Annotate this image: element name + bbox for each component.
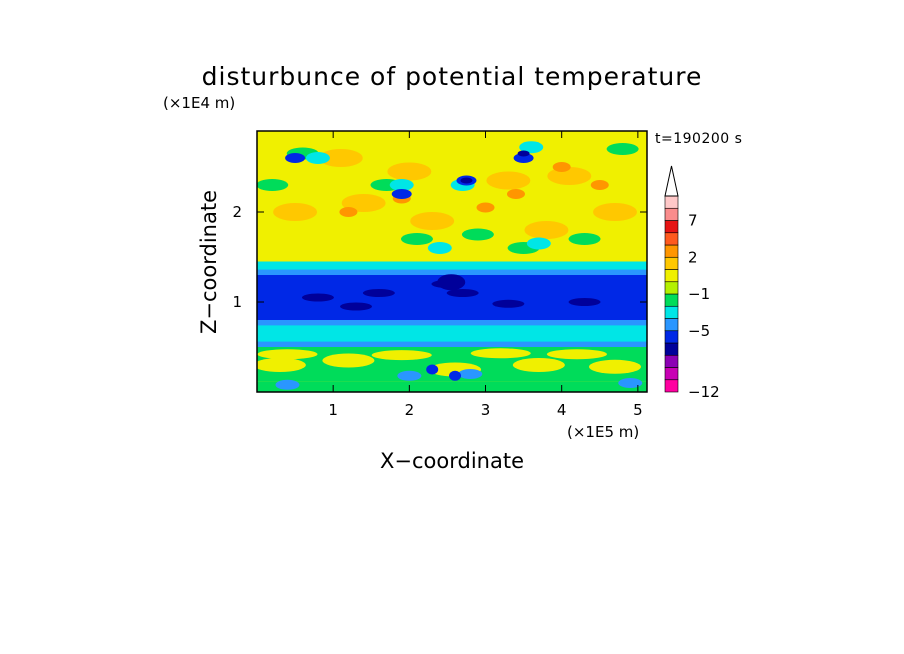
colorbar-tick-label: 7 [688,212,698,230]
colorbar-swatch [664,354,679,368]
colorbar-swatch [664,367,679,381]
colorbar-swatch [664,195,679,209]
field-upper-orange-patch [318,149,363,167]
field-lower-yellow-streak [470,348,531,359]
field-upper-green-patch [568,233,601,245]
field-upper-cyan-patch [519,141,544,154]
y-axis-label: Z−coordinate [197,190,221,334]
field-lower-yellow-streak [257,349,318,360]
field-core-patch [492,299,525,308]
chart-title: disturbunce of potential temperature [202,62,703,91]
field-lower-blue-pocket [397,370,422,381]
colorbar-swatch [664,318,679,332]
field-lower-dark-pocket [426,364,439,375]
field-upper-dark-orange-patch [506,189,525,199]
colorbar: 7 2 −1 −5 −12 [664,165,720,401]
field-upper-cyan-patch [526,237,551,250]
field-lower-yellow-patch [322,353,375,368]
field-lower-yellow-streak [371,350,432,361]
colorbar-swatch [664,379,679,393]
field-upper-dark-pocket [460,177,473,184]
y-axis: 12 [232,203,647,311]
x-tick-label: 5 [633,401,643,419]
field-lower-dark-pocket [449,370,462,381]
colorbar-swatch [664,207,679,221]
field-lower-yellow-patch [512,358,565,372]
colorbar-tick-label: −5 [688,322,710,340]
colorbar-swatch [664,269,679,283]
colorbar-swatch [664,305,679,319]
time-label: t=190200 s [655,131,742,147]
field-band-lower-cyan [257,325,647,342]
field-lower-yellow-streak [546,349,607,360]
colorbar-swatch [664,232,679,246]
y-unit-label: (×1E4 m) [163,94,235,112]
field-lower-blue-pocket [618,378,643,388]
colorbar-tick-label: −12 [688,383,720,401]
field-upper-dark-orange-patch [590,180,609,190]
field-upper-green-patch [606,143,639,155]
x-unit-label: (×1E5 m) [567,423,639,441]
colorbar-swatch [664,330,679,344]
field-upper-green-patch [400,233,433,245]
field-core-patch [301,293,334,302]
field-band-surface-green [257,381,647,392]
x-axis: 1 2 3 4 5 [328,131,643,419]
contour-field [257,131,647,392]
y-tick-label: 1 [232,293,242,311]
field-band-upper-cyan [257,261,647,270]
x-tick-label: 3 [481,401,491,419]
y-tick-label: 2 [232,203,242,221]
field-upper-orange-patch [341,194,386,212]
x-tick-label: 2 [405,401,415,419]
field-core-patch [340,302,373,311]
field-upper-dark-orange-patch [476,202,495,213]
field-core-patch [437,274,466,291]
field-upper-cyan-patch [427,242,452,254]
colorbar-swatch [664,342,679,356]
field-upper-blue-pocket [513,153,534,163]
x-tick-label: 4 [557,401,567,419]
field-upper-orange-patch [524,221,569,239]
field-upper-orange-patch [410,212,455,230]
colorbar-tick-label: −1 [688,285,710,303]
field-upper-blue-pocket [285,153,306,163]
field-lower-blue-pocket [458,369,483,379]
field-upper-orange-patch [387,162,432,181]
field-core-patch [362,289,395,297]
x-tick-label: 1 [328,401,338,419]
field-upper-blue-pocket [391,189,412,199]
field-upper-dark-orange-patch [552,162,571,172]
field-core-patch [446,289,479,297]
field-lower-blue-pocket [275,379,300,390]
field-upper-orange-patch [273,203,318,221]
field-lower-yellow-patch [257,358,306,372]
colorbar-swatch [664,281,679,295]
x-axis-label: X−coordinate [380,449,524,473]
colorbar-extend-arrow [664,165,679,197]
colorbar-tick-label: 2 [688,248,698,266]
field-upper-green-patch [461,228,494,241]
colorbar-swatch [664,256,679,270]
field-core-patch [568,298,601,306]
colorbar-swatch [664,220,679,234]
field-upper-dark-orange-patch [339,207,358,217]
field-upper-dark-pocket [517,150,530,157]
colorbar-swatch [664,244,679,258]
field-upper-orange-patch [593,203,638,221]
plot-frame [256,130,648,393]
field-upper-green-patch [257,179,289,191]
field-lower-yellow-patch [589,359,642,374]
field-upper-cyan-patch [389,179,414,191]
field-upper-orange-patch [486,171,531,190]
field-upper-cyan-patch [305,152,330,164]
field-upper-orange-patch [547,167,592,185]
colorbar-swatch [664,293,679,307]
